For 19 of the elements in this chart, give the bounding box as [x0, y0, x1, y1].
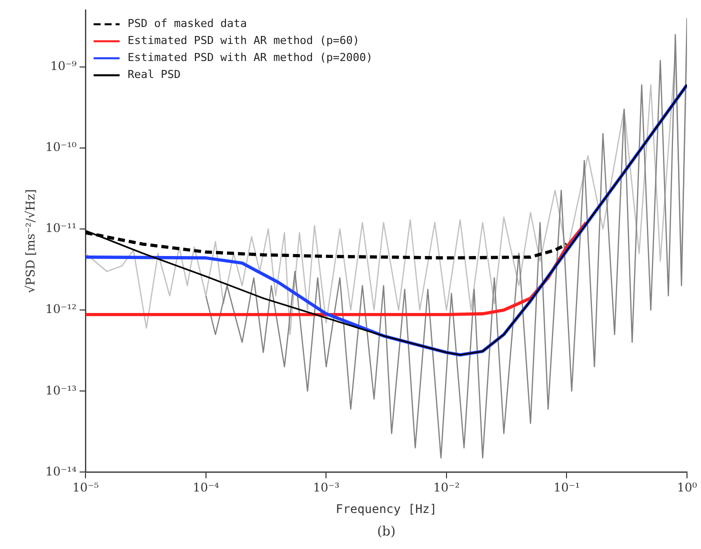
y-tick-label: 10⁻¹²: [45, 302, 77, 316]
x-tick-label: 10⁻⁴: [192, 480, 220, 495]
y-axis-title: √PSD [ms⁻²/√Hz]: [23, 189, 38, 294]
x-axis-title: Frequency [Hz]: [336, 502, 437, 516]
y-tick-label: 10⁻¹³: [45, 383, 77, 398]
legend-label: Estimated PSD with AR method (p=2000): [128, 51, 373, 64]
y-tick-label: 10⁻¹⁴: [45, 464, 77, 478]
legend-label: Estimated PSD with AR method (p=60): [128, 34, 360, 48]
legend-label: PSD of masked data: [128, 17, 247, 30]
x-tick-label: 10⁻²: [433, 480, 460, 495]
text: (b): [377, 524, 396, 540]
x-tick-label: 10⁻⁵: [72, 480, 100, 495]
legend-label: Real PSD: [128, 68, 181, 82]
x-tick-label: 10⁰: [676, 480, 698, 495]
y-tick-label: 10⁻¹¹: [45, 221, 77, 236]
x-tick-label: 10⁻³: [312, 480, 340, 495]
y-tick-label: 10⁻⁹: [50, 58, 77, 73]
y-tick-label: 10⁻¹⁰: [45, 140, 77, 154]
x-tick-label: 10⁻¹: [554, 480, 580, 495]
